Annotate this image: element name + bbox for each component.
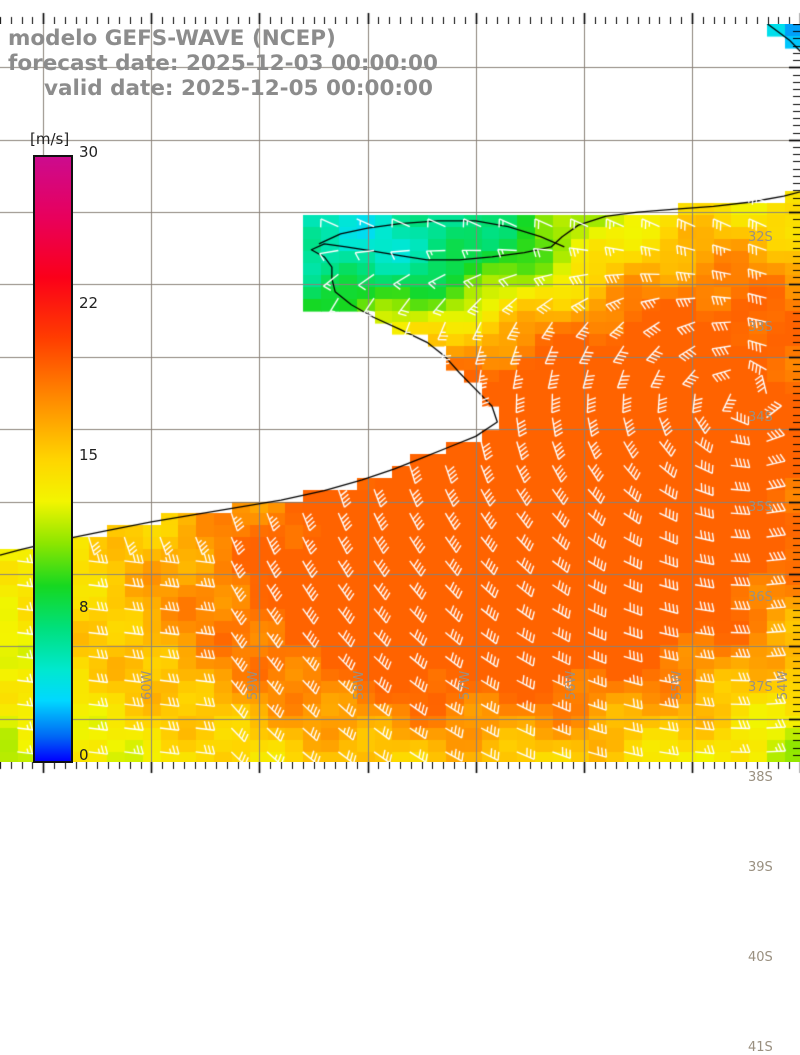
colorbar-gradient xyxy=(33,155,73,763)
latitude-label-41S: 41S xyxy=(748,1040,773,1055)
colorbar[interactable] xyxy=(33,155,73,763)
top-axis xyxy=(0,0,800,24)
right-tick-marks xyxy=(778,24,800,762)
colorbar-tick-30: 30 xyxy=(79,143,99,161)
colorbar-tick-15: 15 xyxy=(79,446,99,464)
latitude-label-40S: 40S xyxy=(748,950,773,965)
top-tick-marks xyxy=(0,0,800,24)
colorbar-tick-8: 8 xyxy=(79,598,89,616)
latitude-label-39S: 39S xyxy=(748,860,773,875)
wind-barb-layer xyxy=(0,24,800,762)
colorbar-tick-22: 22 xyxy=(79,294,99,312)
bottom-tick-marks xyxy=(0,762,800,800)
colorbar-tick-0: 0 xyxy=(79,746,89,764)
colorbar-units-label: [m/s] xyxy=(30,130,70,148)
map-plot-area[interactable] xyxy=(0,24,800,762)
bottom-axis xyxy=(0,762,800,800)
